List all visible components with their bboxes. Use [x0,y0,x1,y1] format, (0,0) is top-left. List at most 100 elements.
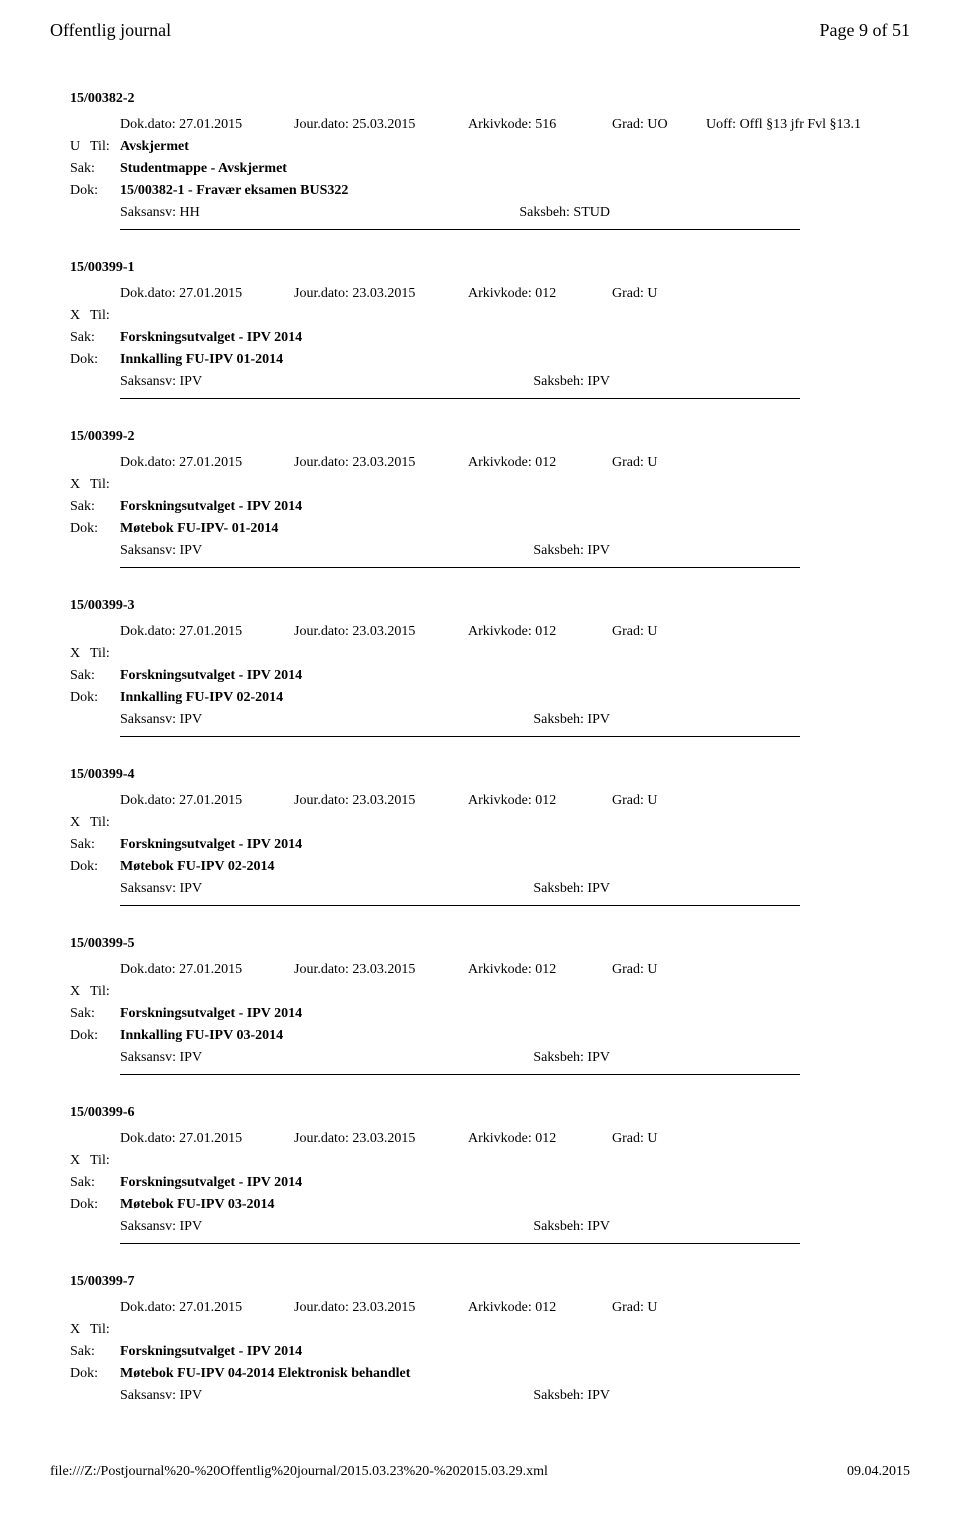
case-type: U [70,139,90,155]
dok-value: 15/00382-1 - Fravær eksamen BUS322 [120,183,348,199]
til-label: Til: [90,646,120,662]
case-meta-row: Dok.dato: 27.01.2015Jour.dato: 23.03.201… [50,1300,910,1316]
til-row: XTil: [50,1153,910,1169]
header-title: Offentlig journal [50,20,171,41]
dok-row: Dok:Møtebok FU-IPV 04-2014 Elektronisk b… [50,1366,910,1382]
arkivkode: Arkivkode: 516 [468,117,588,133]
til-label: Til: [90,1322,120,1338]
dok-row: Dok:Innkalling FU-IPV 01-2014 [50,352,910,368]
saks-row: Saksansv: HHSaksbeh: STUD [50,205,610,221]
sak-value: Forskningsutvalget - IPV 2014 [120,837,302,853]
sak-label: Sak: [70,161,120,177]
dok-label: Dok: [70,183,120,199]
case-block: 15/00399-2Dok.dato: 27.01.2015Jour.dato:… [50,429,910,568]
sak-row: Sak:Forskningsutvalget - IPV 2014 [50,1006,910,1022]
case-meta-row: Dok.dato: 27.01.2015Jour.dato: 23.03.201… [50,624,910,640]
case-type: X [70,815,90,831]
sak-value: Forskningsutvalget - IPV 2014 [120,1175,302,1191]
sak-label: Sak: [70,837,120,853]
til-label: Til: [90,1153,120,1169]
case-divider [120,398,800,399]
dok-value: Innkalling FU-IPV 01-2014 [120,352,283,368]
sak-row: Sak:Studentmappe - Avskjermet [50,161,910,177]
saksansv: Saksansv: IPV [120,712,202,728]
til-row: XTil: [50,1322,910,1338]
dok-value: Innkalling FU-IPV 03-2014 [120,1028,283,1044]
case-type: X [70,1153,90,1169]
case-divider [120,736,800,737]
header-page-info: Page 9 of 51 [820,20,910,41]
case-meta-row: Dok.dato: 27.01.2015Jour.dato: 23.03.201… [50,962,910,978]
dok-row: Dok:Møtebok FU-IPV- 01-2014 [50,521,910,537]
sak-row: Sak:Forskningsutvalget - IPV 2014 [50,837,910,853]
grad: Grad: U [612,1131,682,1147]
sak-row: Sak:Forskningsutvalget - IPV 2014 [50,1344,910,1360]
til-label: Til: [90,815,120,831]
cases-container: 15/00382-2Dok.dato: 27.01.2015Jour.dato:… [50,91,910,1404]
til-row: XTil: [50,646,910,662]
saksansv: Saksansv: HH [120,205,200,221]
footer-date: 09.04.2015 [847,1464,910,1480]
case-id: 15/00399-1 [50,260,910,276]
grad: Grad: U [612,624,682,640]
jour-dato: Jour.dato: 23.03.2015 [294,793,444,809]
jour-dato: Jour.dato: 25.03.2015 [294,117,444,133]
sak-value: Forskningsutvalget - IPV 2014 [120,1344,302,1360]
til-row: XTil: [50,815,910,831]
case-id: 15/00399-4 [50,767,910,783]
dok-row: Dok:Møtebok FU-IPV 03-2014 [50,1197,910,1213]
til-label: Til: [90,477,120,493]
dok-row: Dok:15/00382-1 - Fravær eksamen BUS322 [50,183,910,199]
arkivkode: Arkivkode: 012 [468,793,588,809]
dok-dato: Dok.dato: 27.01.2015 [120,1131,270,1147]
saks-row: Saksansv: IPVSaksbeh: IPV [50,1219,610,1235]
dok-label: Dok: [70,1028,120,1044]
til-label: Til: [90,139,120,155]
case-divider [120,1243,800,1244]
sak-value: Studentmappe - Avskjermet [120,161,287,177]
sak-label: Sak: [70,1344,120,1360]
saksansv: Saksansv: IPV [120,374,202,390]
sak-value: Forskningsutvalget - IPV 2014 [120,1006,302,1022]
dok-row: Dok:Innkalling FU-IPV 03-2014 [50,1028,910,1044]
dok-label: Dok: [70,690,120,706]
arkivkode: Arkivkode: 012 [468,286,588,302]
saksbeh: Saksbeh: IPV [533,1219,610,1235]
saksbeh: Saksbeh: IPV [533,881,610,897]
case-block: 15/00399-7 Dok.dato: 27.01.2015Jour.dato:… [50,1274,910,1404]
sak-label: Sak: [70,668,120,684]
case-block: 15/00399-4Dok.dato: 27.01.2015Jour.dato:… [50,767,910,906]
dok-dato: Dok.dato: 27.01.2015 [120,117,270,133]
sak-label: Sak: [70,1006,120,1022]
case-meta-row: Dok.dato: 27.01.2015 Jour.dato: 25.03.201… [50,117,910,133]
grad: Grad: U [612,962,682,978]
dok-dato: Dok.dato: 27.01.2015 [120,624,270,640]
dok-value: Møtebok FU-IPV- 01-2014 [120,521,278,537]
case-type: X [70,1322,90,1338]
case-id: 15/00399-7 [50,1274,910,1290]
saks-row: Saksansv: IPV Saksbeh: IPV [50,881,610,897]
uoff: Uoff: Offl §13 jfr Fvl §13.1 [706,117,861,133]
case-divider [120,567,800,568]
sak-row: Sak:Forskningsutvalget - IPV 2014 [50,1175,910,1191]
case-block: 15/00382-2Dok.dato: 27.01.2015Jour.dato:… [50,91,910,230]
case-id: 15/00399-6 [50,1105,910,1121]
arkivkode: Arkivkode: 012 [468,962,588,978]
til-row: XTil: [50,477,910,493]
grad: Grad: U [612,1300,682,1316]
saksansv: Saksansv: IPV [120,543,202,559]
dok-row: Dok:Innkalling FU-IPV 02-2014 [50,690,910,706]
jour-dato: Jour.dato: 23.03.2015 [294,286,444,302]
saksansv: Saksansv: IPV [120,881,202,897]
saksbeh: Saksbeh: IPV [533,712,610,728]
sak-value: Forskningsutvalget - IPV 2014 [120,668,302,684]
dok-dato: Dok.dato: 27.01.2015 [120,1300,270,1316]
saksbeh: Saksbeh: IPV [533,543,610,559]
saksbeh: Saksbeh: IPV [533,374,610,390]
sak-value: Forskningsutvalget - IPV 2014 [120,330,302,346]
saksbeh: Saksbeh: IPV [533,1050,610,1066]
saksansv: Saksansv: IPV [120,1050,202,1066]
grad: Grad: U [612,455,682,471]
case-meta-row: Dok.dato: 27.01.2015Jour.dato: 23.03.201… [50,1131,910,1147]
case-type: X [70,308,90,324]
